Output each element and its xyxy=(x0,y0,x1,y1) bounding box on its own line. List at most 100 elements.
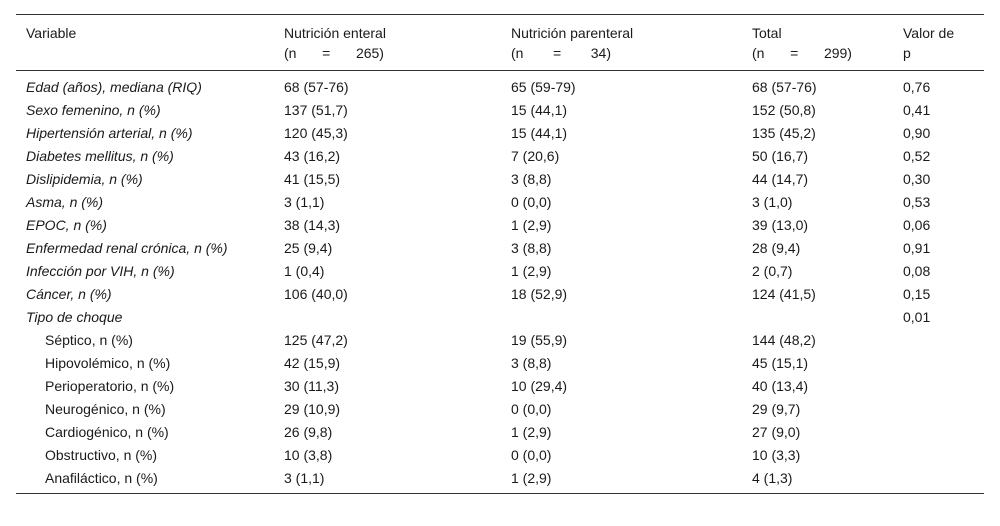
cell-p-value: 0,90 xyxy=(903,125,931,141)
n-value: 34) xyxy=(590,45,611,61)
cell-enteral: 41 (15,5) xyxy=(284,171,341,187)
cell-p-value: 0,41 xyxy=(903,102,931,118)
cell-enteral xyxy=(274,306,501,329)
cell-total: 10 (3,3) xyxy=(752,447,801,463)
equals-sign: = xyxy=(553,45,562,61)
cell-enteral: 3 (1,1) xyxy=(284,194,325,210)
header-variable: Variable xyxy=(26,25,77,41)
n-label: (n xyxy=(752,45,765,61)
cell-total: 152 (50,8) xyxy=(752,102,816,118)
header-p-value-line2: p xyxy=(903,45,911,61)
cell-variable: Anafiláctico, n (%) xyxy=(45,470,158,486)
equals-sign: = xyxy=(322,45,331,61)
cell-parenteral: 3 (8,8) xyxy=(511,355,552,371)
cell-parenteral xyxy=(501,306,742,329)
cell-total: 27 (9,0) xyxy=(752,424,801,440)
cell-p-value xyxy=(893,375,984,398)
cell-parenteral: 0 (0,0) xyxy=(511,447,552,463)
cell-variable: EPOC, n (%) xyxy=(26,217,107,233)
cell-parenteral: 0 (0,0) xyxy=(511,401,552,417)
cell-parenteral: 0 (0,0) xyxy=(511,194,552,210)
n-value: 299) xyxy=(823,45,852,61)
header-parenteral-label: Nutrición parenteral xyxy=(511,25,634,41)
cell-variable: Infección por VIH, n (%) xyxy=(26,263,175,279)
cell-variable: Sexo femenino, n (%) xyxy=(26,102,161,118)
cell-parenteral: 15 (44,1) xyxy=(511,102,568,118)
table-row: Sexo femenino, n (%) 137 (51,7) 15 (44,1) 1… xyxy=(16,99,984,122)
cell-enteral: 25 (9,4) xyxy=(284,240,333,256)
table-row: Asma, n (%) 3 (1,1) 0 (0,0) 3 (1,0) 0,53 xyxy=(16,191,984,214)
cell-enteral: 38 (14,3) xyxy=(284,217,341,233)
cell-enteral: 3 (1,1) xyxy=(284,470,325,486)
cell-parenteral: 1 (2,9) xyxy=(511,217,552,233)
comparison-table: Variable Nutrición enteral (n = 265) Nut… xyxy=(16,14,984,494)
cell-total: 45 (15,1) xyxy=(752,355,809,371)
cell-parenteral: 15 (44,1) xyxy=(511,125,568,141)
cell-enteral: 137 (51,7) xyxy=(284,102,348,118)
table-row: Hipertensión arterial, n (%) 120 (45,3) 15… xyxy=(16,122,984,145)
cell-variable: Cáncer, n (%) xyxy=(26,286,112,302)
cell-p-value: 0,30 xyxy=(903,171,931,187)
table-header: Variable Nutrición enteral (n = 265) Nut… xyxy=(16,14,984,71)
cell-p-value xyxy=(893,398,984,421)
cell-parenteral: 1 (2,9) xyxy=(511,424,552,440)
cell-variable: Obstructivo, n (%) xyxy=(45,447,158,463)
table-subrow: Séptico, n (%) 125 (47,2) 19 (55,9) 144 (48… xyxy=(16,329,984,352)
cell-variable: Tipo de choque xyxy=(26,309,123,325)
cell-enteral: 26 (9,8) xyxy=(284,424,333,440)
header-total-label: Total xyxy=(752,25,782,41)
cell-p-value xyxy=(893,352,984,375)
cell-variable: Enfermedad renal crónica, n (%) xyxy=(26,240,228,256)
cell-p-value: 0,08 xyxy=(903,263,931,279)
cell-total: 50 (16,7) xyxy=(752,148,809,164)
cell-total: 29 (9,7) xyxy=(752,401,801,417)
header-p-value: Valor de p xyxy=(893,15,984,71)
cell-variable: Hipovolémico, n (%) xyxy=(45,355,171,371)
n-value: 265) xyxy=(355,45,384,61)
cell-total: 39 (13,0) xyxy=(752,217,809,233)
cell-parenteral: 65 (59-79) xyxy=(511,79,576,95)
cell-p-value xyxy=(893,467,984,494)
cell-p-value: 0,91 xyxy=(903,240,931,256)
n-label: (n xyxy=(284,45,297,61)
cell-total: 4 (1,3) xyxy=(752,470,793,486)
cell-parenteral: 18 (52,9) xyxy=(511,286,568,302)
header-total: Total (n = 299) xyxy=(742,15,893,71)
table-subrow: Hipovolémico, n (%) 42 (15,9) 3 (8,8) 45 (1… xyxy=(16,352,984,375)
cell-p-value xyxy=(893,329,984,352)
table-row: Dislipidemia, n (%) 41 (15,5) 3 (8,8) 44 (1… xyxy=(16,168,984,191)
header-p-value-line1: Valor de xyxy=(903,25,955,41)
cell-p-value: 0,52 xyxy=(903,148,931,164)
cell-enteral: 68 (57-76) xyxy=(284,79,349,95)
table-row: EPOC, n (%) 38 (14,3) 1 (2,9) 39 (13,0) 0,06 xyxy=(16,214,984,237)
header-parenteral: Nutrición parenteral (n = 34) xyxy=(501,15,742,71)
cell-enteral: 120 (45,3) xyxy=(284,125,348,141)
equals-sign: = xyxy=(790,45,799,61)
cell-parenteral: 1 (2,9) xyxy=(511,263,552,279)
cell-parenteral: 1 (2,9) xyxy=(511,470,552,486)
cell-p-value: 0,01 xyxy=(903,309,931,325)
table-row: Tipo de choque 0,01 xyxy=(16,306,984,329)
cell-total: 135 (45,2) xyxy=(752,125,816,141)
cell-variable: Diabetes mellitus, n (%) xyxy=(26,148,174,164)
cell-enteral: 30 (11,3) xyxy=(284,378,339,394)
cell-total: 144 (48,2) xyxy=(752,332,816,348)
cell-enteral: 42 (15,9) xyxy=(284,355,341,371)
cell-variable: Asma, n (%) xyxy=(26,194,104,210)
cell-total: 44 (14,7) xyxy=(752,171,809,187)
table-row: Enfermedad renal crónica, n (%) 25 (9,4) 3… xyxy=(16,237,984,260)
table-subrow: Perioperatorio, n (%) 30 (11,3) 10 (29,4) 4… xyxy=(16,375,984,398)
cell-total: 3 (1,0) xyxy=(752,194,793,210)
cell-enteral: 125 (47,2) xyxy=(284,332,348,348)
cell-p-value: 0,15 xyxy=(903,286,931,302)
table-body: Edad (años), mediana (RIQ) 68 (57-76) 65 (… xyxy=(16,71,984,494)
header-enteral-label: Nutrición enteral xyxy=(284,25,386,41)
cell-enteral: 1 (0,4) xyxy=(284,263,325,279)
cell-variable: Perioperatorio, n (%) xyxy=(45,378,175,394)
table-row: Diabetes mellitus, n (%) 43 (16,2) 7 (20,6… xyxy=(16,145,984,168)
header-enteral: Nutrición enteral (n = 265) xyxy=(274,15,501,71)
cell-parenteral: 19 (55,9) xyxy=(511,332,568,348)
cell-total: 2 (0,7) xyxy=(752,263,793,279)
cell-variable: Neurogénico, n (%) xyxy=(45,401,166,417)
